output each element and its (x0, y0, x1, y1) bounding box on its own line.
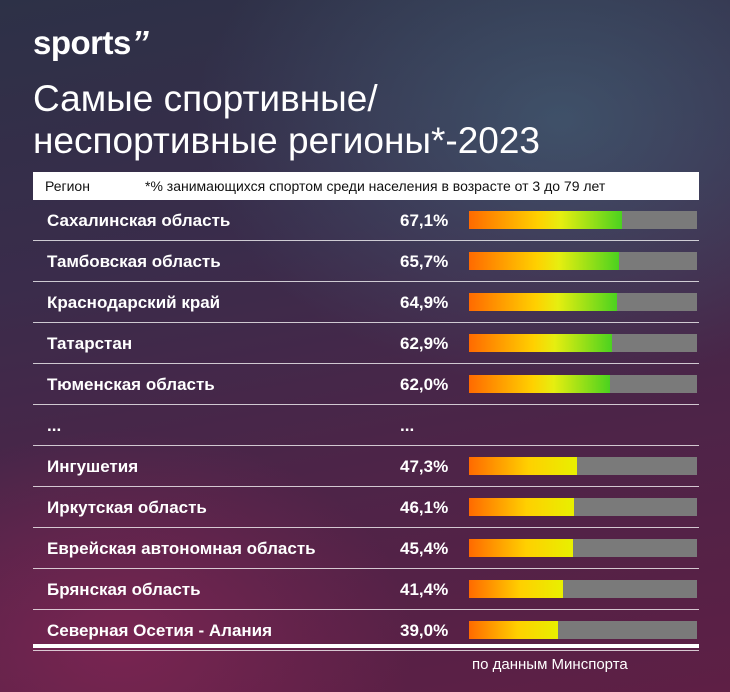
region-name: Краснодарский край (47, 293, 221, 312)
bar-fill (469, 580, 564, 598)
table-header: Регион *% занимающихся спортом среди нас… (33, 172, 699, 200)
bar-track (469, 293, 697, 311)
title-line-2: неспортивные регионы*-2023 (33, 120, 713, 162)
title-line-2-main: неспортивные регионы (33, 120, 431, 161)
table-row: Ингушетия 47,3% (33, 446, 699, 487)
table-row: Брянская область 41,4% (33, 569, 699, 610)
percentage-label: 45,4% (400, 539, 449, 558)
region-name: Тюменская область (47, 375, 215, 394)
table-row: Еврейская автономная область 45,4% (33, 528, 699, 569)
bar-track (469, 211, 697, 229)
bar-track (469, 498, 697, 516)
bar-track (469, 252, 697, 270)
region-name: Тамбовская область (47, 252, 221, 271)
table-row: Татарстан 62,9% (33, 323, 699, 364)
source-note: по данным Минспорта (472, 656, 628, 673)
percentage-label: 62,9% (400, 334, 449, 353)
percentage-label: 47,3% (400, 457, 449, 476)
bar-fill (469, 334, 613, 352)
percentage-label: 41,4% (400, 580, 449, 599)
bar-track (469, 457, 697, 475)
table-row: Краснодарский край 64,9% (33, 282, 699, 323)
region-name: Северная Осетия - Алания (47, 621, 273, 640)
bar-track (469, 580, 697, 598)
percentage-label: 39,0% (400, 621, 449, 640)
percentage-label: ... (400, 416, 415, 435)
bar-fill (469, 498, 575, 516)
table-row: Северная Осетия - Алания 39,0% (33, 610, 699, 651)
table-row: ...... (33, 405, 699, 446)
percentage-label: 64,9% (400, 293, 449, 312)
region-name: Татарстан (47, 334, 133, 353)
bar-fill (469, 375, 611, 393)
bar-track (469, 621, 697, 639)
bar-fill (469, 252, 619, 270)
title-year: *-2023 (430, 120, 540, 161)
region-name: Ингушетия (47, 457, 139, 476)
table-row: Тюменская область 62,0% (33, 364, 699, 405)
bar-fill (469, 539, 573, 557)
region-name: Еврейская автономная область (47, 539, 316, 558)
region-name: Иркутская область (47, 498, 207, 517)
region-name: ... (47, 416, 62, 435)
region-column-header: Регион (45, 178, 90, 194)
bottom-divider (33, 644, 699, 648)
region-name: Сахалинская область (47, 211, 231, 230)
percentage-label: 67,1% (400, 211, 449, 230)
bar-fill (469, 457, 577, 475)
bar-fill (469, 621, 558, 639)
region-rows: Сахалинская область 67,1% Тамбовская облас… (33, 200, 699, 651)
bar-fill (469, 293, 617, 311)
percentage-label: 62,0% (400, 375, 449, 394)
bar-track (469, 334, 697, 352)
logo-mark: ’’ (131, 24, 149, 61)
percentage-footnote: *% занимающихся спортом среди населения … (145, 178, 606, 194)
table-row: Иркутская область 46,1% (33, 487, 699, 528)
table-row: Тамбовская область 65,7% (33, 241, 699, 282)
region-name: Брянская область (47, 580, 201, 599)
page-title: Самые спортивные/ неспортивные регионы*-… (33, 78, 713, 162)
logo-text: sports (33, 24, 131, 61)
bar-fill (469, 211, 622, 229)
bar-track (469, 539, 697, 557)
table-row: Сахалинская область 67,1% (33, 200, 699, 241)
percentage-label: 65,7% (400, 252, 449, 271)
title-line-1: Самые спортивные/ (33, 78, 378, 119)
sports-logo: sports’’ (33, 26, 148, 59)
percentage-label: 46,1% (400, 498, 449, 517)
bar-track (469, 375, 697, 393)
